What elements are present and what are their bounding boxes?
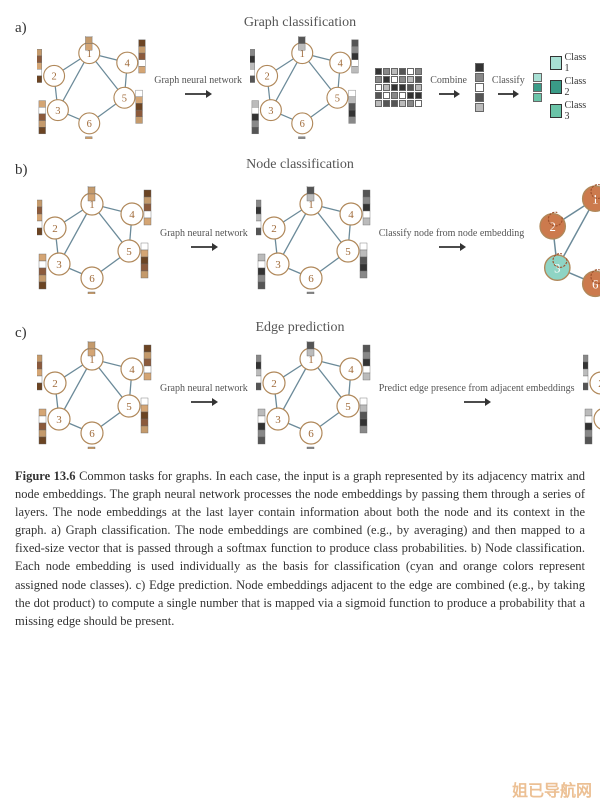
output-graph-c: 123456 [256, 341, 371, 449]
svg-text:2: 2 [52, 223, 58, 235]
svg-text:2: 2 [550, 219, 556, 233]
legend-item: Class 2 [550, 76, 589, 98]
panel-c-row: 123456 Graph neural network 123456 Predi… [15, 341, 585, 449]
arrow-gnn-a: Graph neural network [154, 75, 242, 99]
svg-text:4: 4 [125, 58, 131, 69]
arrow-icon [184, 89, 212, 99]
svg-text:3: 3 [554, 261, 560, 275]
svg-text:5: 5 [126, 246, 132, 258]
svg-text:2: 2 [52, 378, 58, 390]
input-graph-c: 123456 [37, 341, 152, 449]
input-graph-a: 1 2 3 4 5 6 [37, 36, 146, 139]
svg-text:6: 6 [308, 273, 314, 285]
svg-text:4: 4 [338, 58, 344, 69]
svg-text:6: 6 [300, 119, 305, 130]
svg-text:6: 6 [89, 273, 95, 285]
caption-text: Common tasks for graphs. In each case, t… [15, 469, 585, 628]
arrow-combine: Combine [430, 75, 467, 99]
svg-text:2: 2 [264, 72, 269, 83]
arrow-predict-edge: Predict edge presence from adjacent embe… [379, 383, 575, 407]
embedding-matrix [375, 68, 422, 107]
svg-text:4: 4 [129, 209, 135, 221]
edge-graph-c: 123456 [583, 341, 600, 449]
svg-text:4: 4 [348, 209, 354, 221]
svg-text:1: 1 [592, 192, 598, 206]
combined-vector [475, 63, 484, 112]
panel-c: c) Edge prediction 123456 Graph neural n… [15, 320, 585, 449]
panel-b-label: b) [15, 162, 28, 179]
svg-text:3: 3 [275, 259, 281, 271]
caption-bold: Figure 13.6 [15, 469, 76, 483]
svg-text:3: 3 [275, 414, 281, 426]
colored-graph-b: 123456 [532, 178, 600, 302]
svg-text:6: 6 [89, 428, 95, 440]
svg-text:1: 1 [87, 49, 92, 60]
svg-text:5: 5 [335, 94, 340, 105]
panel-a-label: a) [15, 20, 27, 37]
svg-text:4: 4 [129, 364, 135, 376]
svg-text:6: 6 [308, 428, 314, 440]
panel-b: b) Node classification 123456 Graph neur… [15, 157, 585, 302]
panel-b-title: Node classification [15, 157, 585, 173]
arrow-gnn-b: Graph neural network [160, 228, 248, 252]
svg-text:5: 5 [345, 401, 351, 413]
panel-a-row: 1 2 3 4 5 6 Graph neural network 1 2 3 4 5 6 Combi… [15, 36, 585, 139]
svg-text:3: 3 [55, 106, 60, 117]
input-graph-b: 123456 [37, 186, 152, 294]
svg-text:5: 5 [345, 246, 351, 258]
svg-text:5: 5 [122, 94, 127, 105]
class-vector [533, 73, 542, 102]
arrow-classify: Classify [492, 75, 525, 99]
panel-b-row: 123456 Graph neural network 123456 Class… [15, 178, 585, 302]
arrow-classify-node: Classify node from node embedding [379, 228, 525, 252]
svg-text:3: 3 [268, 106, 273, 117]
watermark: 姐已导航网 [512, 777, 592, 801]
legend-item: Class 3 [550, 100, 589, 122]
class-legend: Class 1Class 2Class 3 [550, 52, 589, 122]
output-graph-b: 123456 [256, 186, 371, 294]
svg-text:4: 4 [348, 364, 354, 376]
svg-text:5: 5 [126, 401, 132, 413]
panel-a: a) Graph classification 1 2 3 4 5 6 Graph neu… [15, 15, 585, 139]
panel-c-label: c) [15, 325, 27, 342]
svg-text:2: 2 [271, 223, 277, 235]
svg-text:3: 3 [56, 259, 62, 271]
output-graph-a: 1 2 3 4 5 6 [250, 36, 359, 139]
panel-c-title: Edge prediction [15, 320, 585, 336]
svg-text:2: 2 [271, 378, 277, 390]
svg-text:6: 6 [87, 119, 92, 130]
svg-text:1: 1 [300, 49, 305, 60]
arrow-gnn-c: Graph neural network [160, 383, 248, 407]
figure-caption: Figure 13.6 Common tasks for graphs. In … [15, 467, 585, 630]
svg-text:3: 3 [56, 414, 62, 426]
legend-item: Class 1 [550, 52, 589, 74]
svg-text:6: 6 [592, 277, 598, 291]
svg-text:2: 2 [51, 72, 56, 83]
panel-a-title: Graph classification [15, 15, 585, 31]
